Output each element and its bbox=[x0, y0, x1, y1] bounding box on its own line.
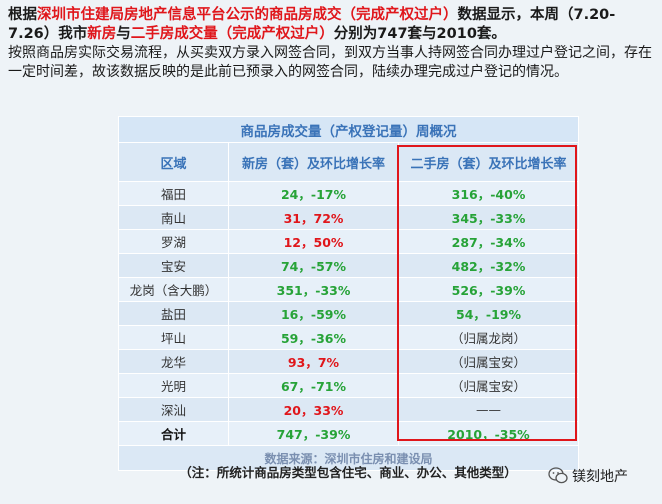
table-title: 商品房成交量（产权登记量）周概况 bbox=[117, 116, 580, 143]
table-row: 坪山 59，-36% （归属龙岗） bbox=[118, 325, 580, 350]
table-row: 光明 67，-71% （归属宝安） bbox=[118, 373, 580, 398]
new-homes-cell: 12，50% bbox=[228, 229, 399, 254]
new-homes-cell: 67，-71% bbox=[228, 373, 399, 398]
new-homes-cell: 59，-36% bbox=[228, 325, 399, 350]
header-second-hand: 二手房（套）及环比增长率 bbox=[397, 142, 580, 182]
table-row: 罗湖 12，50% 287，-34% bbox=[118, 229, 580, 254]
region-cell: 南山 bbox=[118, 205, 229, 230]
second-hand-cell: （归属宝安） bbox=[397, 373, 580, 398]
table-row: 南山 31，72% 345，-33% bbox=[118, 205, 580, 230]
new-homes-cell: 74，-57% bbox=[228, 253, 399, 278]
table-row: 龙华 93，7% （归属宝安） bbox=[118, 349, 580, 374]
region-cell: 福田 bbox=[118, 181, 229, 206]
table-note: （注：所统计商品房类型包含住宅、商业、办公、其他类型） bbox=[179, 465, 517, 480]
table-row: 龙岗（含大鹏） 351，-33% 526，-39% bbox=[118, 277, 580, 302]
total-label: 合计 bbox=[118, 421, 229, 446]
new-homes-cell: 24，-17% bbox=[228, 181, 399, 206]
region-cell: 罗湖 bbox=[118, 229, 229, 254]
table-row: 宝安 74，-57% 482，-32% bbox=[118, 253, 580, 278]
intro-paragraph-1: 根据深圳市住建局房地产信息平台公示的商品房成交（完成产权过户）数据显示，本周（7… bbox=[8, 7, 616, 42]
second-hand-cell: 287，-34% bbox=[397, 229, 580, 254]
total-new: 747，-39% bbox=[228, 421, 399, 446]
region-cell: 宝安 bbox=[118, 253, 229, 278]
second-hand-cell: （归属宝安） bbox=[397, 349, 580, 374]
wechat-icon bbox=[548, 467, 568, 484]
data-source: 数据来源：深圳市住房和建设局 bbox=[117, 445, 580, 471]
brand-watermark: 镁刻地产 bbox=[548, 466, 628, 486]
new-homes-cell: 93，7% bbox=[228, 349, 399, 374]
new-homes-cell: 16，-59% bbox=[228, 301, 399, 326]
second-hand-cell: （归属龙岗） bbox=[397, 325, 580, 350]
second-hand-cell: 316，-40% bbox=[397, 181, 580, 206]
table-row: 盐田 16，-59% 54，-19% bbox=[118, 301, 580, 326]
header-region: 区域 bbox=[118, 142, 229, 182]
total-second-hand: 2010，-35% bbox=[397, 421, 580, 446]
table-total-row: 合计 747，-39% 2010，-35% bbox=[118, 421, 580, 446]
weekly-overview-table: 商品房成交量（产权登记量）周概况 区域 新房（套）及环比增长率 二手房（套）及环… bbox=[117, 116, 580, 471]
header-new-homes: 新房（套）及环比增长率 bbox=[228, 142, 399, 182]
new-homes-cell: 31，72% bbox=[228, 205, 399, 230]
new-homes-cell: 351，-33% bbox=[228, 277, 399, 302]
table-row: 福田 24，-17% 316，-40% bbox=[118, 181, 580, 206]
table-row: 深汕 20，33% —— bbox=[118, 397, 580, 422]
new-homes-cell: 20，33% bbox=[228, 397, 399, 422]
brand-name: 镁刻地产 bbox=[572, 469, 628, 485]
region-cell: 龙华 bbox=[118, 349, 229, 374]
region-cell: 深汕 bbox=[118, 397, 229, 422]
second-hand-cell: 526，-39% bbox=[397, 277, 580, 302]
table-header-row: 区域 新房（套）及环比增长率 二手房（套）及环比增长率 bbox=[118, 142, 580, 182]
intro-text: 根据深圳市住建局房地产信息平台公示的商品房成交（完成产权过户）数据显示，本周（7… bbox=[8, 6, 656, 81]
region-cell: 龙岗（含大鹏） bbox=[118, 277, 229, 302]
region-cell: 盐田 bbox=[118, 301, 229, 326]
second-hand-cell: 482，-32% bbox=[397, 253, 580, 278]
intro-paragraph-2: 按照商品房实际交易流程，从买卖双方录入网签合同，到双方当事人持网签合同办理过户登… bbox=[8, 45, 652, 80]
second-hand-cell: 54，-19% bbox=[397, 301, 580, 326]
region-cell: 坪山 bbox=[118, 325, 229, 350]
second-hand-cell: —— bbox=[397, 397, 580, 422]
second-hand-cell: 345，-33% bbox=[397, 205, 580, 230]
region-cell: 光明 bbox=[118, 373, 229, 398]
